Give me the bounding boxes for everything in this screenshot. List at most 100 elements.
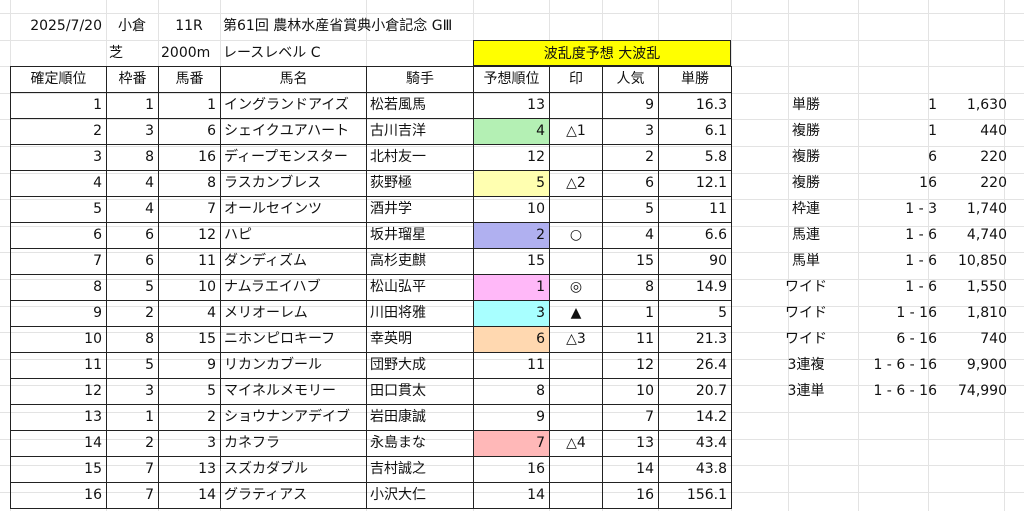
horse-name-cell[interactable]: ディープモンスター: [220, 144, 367, 171]
popularity-cell[interactable]: 15: [602, 248, 659, 275]
win-odds-cell[interactable]: 90: [658, 248, 732, 275]
horse-name-cell[interactable]: ニホンピロキーフ: [220, 326, 367, 353]
payout-amount-cell[interactable]: 1,810: [966, 305, 1007, 321]
race-date[interactable]: 2025/7/20: [30, 18, 102, 34]
horse-name-cell[interactable]: マイネルメモリー: [220, 378, 367, 405]
win-odds-cell[interactable]: 5: [658, 300, 732, 327]
col-final-position-header[interactable]: 確定順位: [10, 66, 107, 93]
jockey-name-cell[interactable]: 松若風馬: [366, 92, 474, 119]
jockey-name-cell[interactable]: 岩田康誠: [366, 404, 474, 431]
popularity-cell[interactable]: 6: [602, 170, 659, 197]
horse-name-cell[interactable]: ハピ: [220, 222, 367, 249]
payout-amount-cell[interactable]: 440: [980, 123, 1007, 139]
horse-name-cell[interactable]: リカンカブール: [220, 352, 367, 379]
predicted-rank-cell[interactable]: 8: [473, 378, 550, 405]
predicted-rank-cell[interactable]: 14: [473, 482, 550, 509]
jockey-name-cell[interactable]: 荻野極: [366, 170, 474, 197]
bet-type-cell[interactable]: 複勝: [792, 123, 820, 139]
prediction-mark-cell[interactable]: [549, 378, 603, 405]
final-position-cell[interactable]: 10: [10, 326, 107, 353]
bet-type-cell[interactable]: 単勝: [792, 97, 820, 113]
horse-number-cell[interactable]: 9: [158, 352, 221, 379]
jockey-name-cell[interactable]: 坂井瑠星: [366, 222, 474, 249]
popularity-cell[interactable]: 16: [602, 482, 659, 509]
prediction-mark-cell[interactable]: △3: [549, 326, 603, 353]
bet-combination-cell[interactable]: 1 - 6: [905, 253, 937, 269]
horse-number-cell[interactable]: 5: [158, 378, 221, 405]
horse-number-cell[interactable]: 4: [158, 300, 221, 327]
win-odds-cell[interactable]: 5.8: [658, 144, 732, 171]
jockey-name-cell[interactable]: 酒井学: [366, 196, 474, 223]
payout-amount-cell[interactable]: 220: [980, 149, 1007, 165]
col-popularity-header[interactable]: 人気: [602, 66, 659, 93]
jockey-name-cell[interactable]: 古川吉洋: [366, 118, 474, 145]
col-win-odds-header[interactable]: 単勝: [658, 66, 732, 93]
bet-combination-cell[interactable]: 1 - 6: [905, 279, 937, 295]
bet-combination-cell[interactable]: 1 - 6 - 16: [873, 357, 937, 373]
predicted-rank-cell[interactable]: 13: [473, 92, 550, 119]
frame-number-cell[interactable]: 1: [106, 404, 159, 431]
horse-number-cell[interactable]: 10: [158, 274, 221, 301]
race-number[interactable]: 11R: [175, 18, 203, 34]
final-position-cell[interactable]: 11: [10, 352, 107, 379]
prediction-mark-cell[interactable]: △4: [549, 430, 603, 457]
bet-combination-cell[interactable]: 1 - 6 - 16: [873, 383, 937, 399]
win-odds-cell[interactable]: 16.3: [658, 92, 732, 119]
horse-name-cell[interactable]: ラスカンブレス: [220, 170, 367, 197]
col-horse-number-header[interactable]: 馬番: [158, 66, 221, 93]
horse-number-cell[interactable]: 16: [158, 144, 221, 171]
popularity-cell[interactable]: 2: [602, 144, 659, 171]
jockey-name-cell[interactable]: 吉村誠之: [366, 456, 474, 483]
horse-number-cell[interactable]: 11: [158, 248, 221, 275]
horse-name-cell[interactable]: カネフラ: [220, 430, 367, 457]
prediction-mark-cell[interactable]: [549, 404, 603, 431]
bet-type-cell[interactable]: 枠連: [792, 201, 820, 217]
predicted-rank-cell[interactable]: 12: [473, 144, 550, 171]
horse-name-cell[interactable]: ショウナンアデイブ: [220, 404, 367, 431]
prediction-mark-cell[interactable]: △2: [549, 170, 603, 197]
bet-combination-cell[interactable]: 1: [928, 97, 937, 113]
predicted-rank-cell[interactable]: 16: [473, 456, 550, 483]
win-odds-cell[interactable]: 156.1: [658, 482, 732, 509]
col-horse-name-header[interactable]: 馬名: [220, 66, 367, 93]
prediction-mark-cell[interactable]: [549, 482, 603, 509]
win-odds-cell[interactable]: 14.9: [658, 274, 732, 301]
horse-number-cell[interactable]: 7: [158, 196, 221, 223]
predicted-rank-cell[interactable]: 5: [473, 170, 550, 197]
frame-number-cell[interactable]: 7: [106, 456, 159, 483]
jockey-name-cell[interactable]: 川田将雅: [366, 300, 474, 327]
payout-amount-cell[interactable]: 74,990: [958, 383, 1007, 399]
bet-combination-cell[interactable]: 1: [928, 123, 937, 139]
final-position-cell[interactable]: 3: [10, 144, 107, 171]
horse-name-cell[interactable]: ダンディズム: [220, 248, 367, 275]
horse-number-cell[interactable]: 12: [158, 222, 221, 249]
frame-number-cell[interactable]: 2: [106, 300, 159, 327]
bet-type-cell[interactable]: 3連単: [787, 383, 825, 399]
prediction-mark-cell[interactable]: [549, 92, 603, 119]
payout-amount-cell[interactable]: 220: [980, 175, 1007, 191]
horse-name-cell[interactable]: メリオーレム: [220, 300, 367, 327]
horse-name-cell[interactable]: オールセインツ: [220, 196, 367, 223]
popularity-cell[interactable]: 5: [602, 196, 659, 223]
bet-type-cell[interactable]: ワイド: [785, 331, 827, 347]
horse-number-cell[interactable]: 6: [158, 118, 221, 145]
popularity-cell[interactable]: 9: [602, 92, 659, 119]
race-name[interactable]: 第61回 農林水産省賞典小倉記念 GⅢ: [223, 18, 453, 34]
win-odds-cell[interactable]: 43.4: [658, 430, 732, 457]
col-predicted-rank-header[interactable]: 予想順位: [473, 66, 550, 93]
frame-number-cell[interactable]: 8: [106, 144, 159, 171]
horse-number-cell[interactable]: 3: [158, 430, 221, 457]
frame-number-cell[interactable]: 6: [106, 222, 159, 249]
bet-type-cell[interactable]: 馬連: [792, 227, 820, 243]
prediction-mark-cell[interactable]: [549, 248, 603, 275]
bet-combination-cell[interactable]: 6 - 16: [896, 331, 937, 347]
horse-name-cell[interactable]: スズカダブル: [220, 456, 367, 483]
popularity-cell[interactable]: 14: [602, 456, 659, 483]
frame-number-cell[interactable]: 3: [106, 118, 159, 145]
frame-number-cell[interactable]: 3: [106, 378, 159, 405]
popularity-cell[interactable]: 4: [602, 222, 659, 249]
predicted-rank-cell[interactable]: 6: [473, 326, 550, 353]
predicted-rank-cell[interactable]: 10: [473, 196, 550, 223]
prediction-mark-cell[interactable]: ▲: [549, 300, 603, 327]
final-position-cell[interactable]: 6: [10, 222, 107, 249]
